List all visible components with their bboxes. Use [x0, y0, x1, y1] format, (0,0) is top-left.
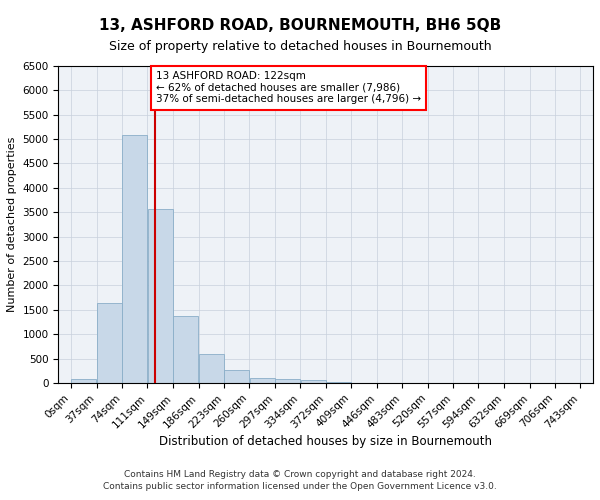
Bar: [122, 135, 147, 383]
Text: Contains public sector information licensed under the Open Government Licence v3: Contains public sector information licen…: [103, 482, 497, 491]
Y-axis label: Number of detached properties: Number of detached properties: [7, 136, 17, 312]
Bar: [250, 378, 275, 383]
Text: 13, ASHFORD ROAD, BOURNEMOUTH, BH6 5QB: 13, ASHFORD ROAD, BOURNEMOUTH, BH6 5QB: [99, 18, 501, 32]
Bar: [275, 378, 300, 383]
Bar: [224, 370, 249, 383]
Text: Contains HM Land Registry data © Crown copyright and database right 2024.: Contains HM Land Registry data © Crown c…: [124, 470, 476, 479]
X-axis label: Distribution of detached houses by size in Bournemouth: Distribution of detached houses by size …: [159, 435, 492, 448]
Bar: [173, 316, 199, 383]
Bar: [199, 354, 224, 383]
Bar: [301, 380, 326, 383]
Bar: [148, 210, 173, 383]
Bar: [71, 380, 97, 383]
Bar: [97, 304, 122, 383]
Text: 13 ASHFORD ROAD: 122sqm
← 62% of detached houses are smaller (7,986)
37% of semi: 13 ASHFORD ROAD: 122sqm ← 62% of detache…: [156, 72, 421, 104]
Text: Size of property relative to detached houses in Bournemouth: Size of property relative to detached ho…: [109, 40, 491, 53]
